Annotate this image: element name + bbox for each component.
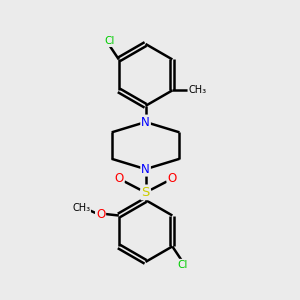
Text: O: O <box>96 208 105 220</box>
Text: O: O <box>115 172 124 185</box>
Text: O: O <box>167 172 177 185</box>
Text: S: S <box>141 186 150 199</box>
Text: N: N <box>141 116 150 128</box>
Text: CH₃: CH₃ <box>188 85 206 95</box>
Text: Cl: Cl <box>178 260 188 270</box>
Text: CH₃: CH₃ <box>72 203 90 213</box>
Text: N: N <box>141 163 150 176</box>
Text: Cl: Cl <box>105 36 115 46</box>
